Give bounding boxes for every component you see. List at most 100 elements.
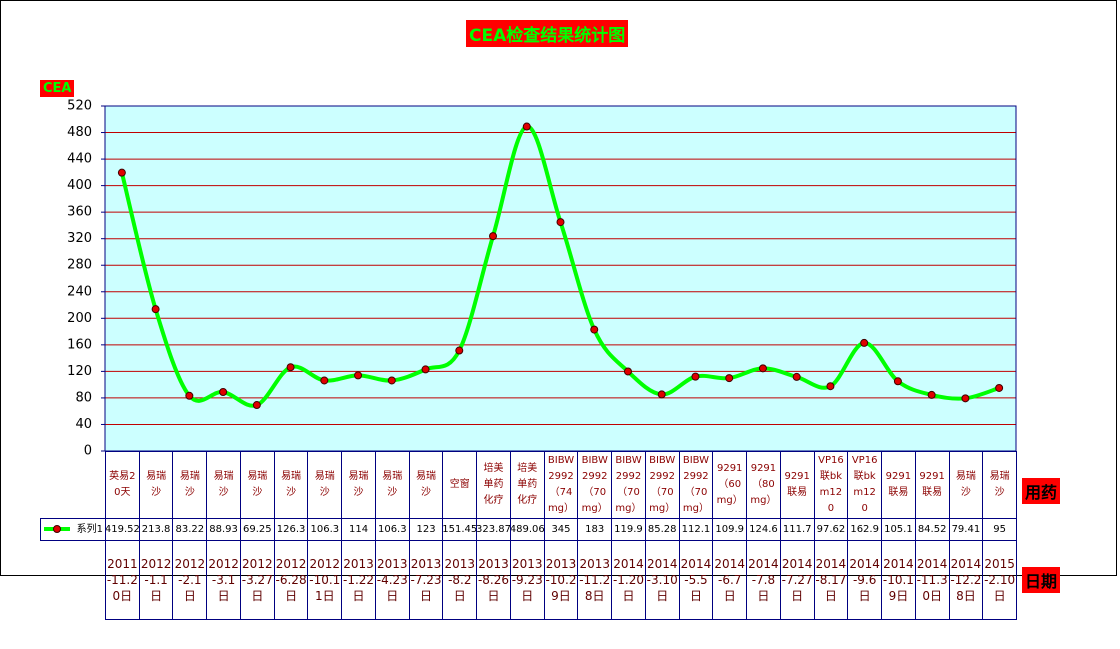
data-point [387, 376, 396, 385]
date-cell: 2013-8.26日 [476, 540, 511, 620]
data-point [522, 122, 531, 131]
category-cell: 易瑞沙 [408, 451, 444, 519]
data-point [354, 371, 363, 380]
data-point [893, 377, 902, 386]
data-point [590, 325, 599, 334]
data-point [623, 367, 632, 376]
category-cell: BIBW2992（70mg） [644, 451, 680, 519]
value-cell: 106.3 [307, 518, 343, 541]
category-cell: 易瑞沙 [273, 451, 309, 519]
value-cell: 119.9 [611, 518, 646, 541]
dates-row-label: 日期 [1022, 567, 1061, 593]
category-cell: 9291联易 [914, 451, 950, 519]
date-cell: 2012-6.28日 [273, 540, 309, 620]
date-cell: 2012-3.27日 [239, 540, 275, 620]
data-point [151, 305, 160, 314]
y-tick-label: 200 [67, 311, 92, 326]
category-cell: 培美单药化疗 [509, 451, 545, 519]
y-tick-label: 240 [67, 284, 92, 299]
chart-title: CEA检查结果统计图 [466, 20, 629, 47]
y-tick-label: 280 [67, 258, 92, 273]
category-cell: 9291联易 [779, 451, 815, 519]
date-cell: 2015-2.10日 [982, 540, 1017, 620]
value-cell: 88.93 [206, 518, 241, 541]
date-cell: 2012-3.1日 [206, 540, 241, 620]
value-cell: 83.22 [172, 518, 208, 541]
date-cell: 2013-1.22日 [341, 540, 376, 620]
category-cell: 易瑞沙 [206, 451, 241, 519]
value-cell: 126.3 [273, 518, 309, 541]
data-point [421, 365, 430, 374]
date-cell: 2014-11.30日 [914, 540, 950, 620]
y-tick-label: 480 [67, 125, 92, 140]
category-cell: 易瑞沙 [239, 451, 275, 519]
value-cell: 489.06 [509, 518, 545, 541]
legend-marker [53, 525, 61, 533]
y-tick-label: 400 [67, 178, 92, 193]
value-cell: 123 [408, 518, 444, 541]
date-cell: 2012-2.1日 [172, 540, 208, 620]
data-point [489, 232, 498, 241]
value-cell: 213.8 [138, 518, 174, 541]
category-cell: 易瑞沙 [982, 451, 1017, 519]
date-cell: 2014-5.5日 [678, 540, 714, 620]
date-cell: 2014-6.7日 [712, 540, 748, 620]
category-cell: 易瑞沙 [172, 451, 208, 519]
date-cell: 2014-3.10日 [644, 540, 680, 620]
value-cell: 95 [982, 518, 1017, 541]
category-cell: VP16联bkm120 [847, 451, 883, 519]
category-cell: 空窗 [442, 451, 478, 519]
date-cell: 2014-9.6日 [847, 540, 883, 620]
value-cell: 109.9 [712, 518, 748, 541]
date-cell: 2011-11.20日 [105, 540, 140, 620]
y-tick-label: 520 [67, 99, 92, 114]
category-cell: BIBW2992（70mg） [611, 451, 646, 519]
date-cell: 2012-10.11日 [307, 540, 343, 620]
category-cell: 易瑞沙 [948, 451, 984, 519]
category-cell: 易瑞沙 [341, 451, 376, 519]
data-point [556, 218, 565, 227]
value-cell: 106.3 [374, 518, 410, 541]
value-cell: 151.45 [442, 518, 478, 541]
y-axis-label: CEA [40, 80, 75, 97]
date-cell: 2014-8.17日 [813, 540, 849, 620]
data-point [758, 364, 767, 373]
value-cell: 97.62 [813, 518, 849, 541]
value-cell: 345 [543, 518, 579, 541]
chart-border [0, 0, 1117, 576]
data-point [657, 390, 666, 399]
date-cell: 2013-8.2日 [442, 540, 478, 620]
y-tick-label: 320 [67, 231, 92, 246]
y-tick-label: 40 [75, 417, 92, 432]
data-point [286, 363, 295, 372]
value-cell: 105.1 [881, 518, 916, 541]
y-tick-label: 440 [67, 152, 92, 167]
category-cell: BIBW2992（74mg） [543, 451, 579, 519]
data-point [860, 338, 869, 347]
category-cell: BIBW2992（70mg） [577, 451, 613, 519]
data-point [252, 401, 261, 410]
value-cell: 111.7 [779, 518, 815, 541]
value-cell: 79.41 [948, 518, 984, 541]
category-cell: 9291（80mg） [746, 451, 781, 519]
data-point [455, 346, 464, 355]
value-cell: 124.6 [746, 518, 781, 541]
data-point [995, 383, 1004, 392]
date-cell: 2013-11.28日 [577, 540, 613, 620]
value-cell: 114 [341, 518, 376, 541]
data-point [927, 390, 936, 399]
legend-cell: 系列1 [40, 518, 106, 541]
data-point [185, 391, 194, 400]
category-cell: VP16联bkm120 [813, 451, 849, 519]
value-cell: 84.52 [914, 518, 950, 541]
y-tick-label: 80 [75, 390, 92, 405]
value-cell: 323.87 [476, 518, 511, 541]
category-cell: BIBW2992（70mg） [678, 451, 714, 519]
y-tick-label: 360 [67, 205, 92, 220]
date-cell: 2014-10.19日 [881, 540, 916, 620]
data-point [725, 374, 734, 383]
category-cell: 英易20天 [105, 451, 140, 519]
data-point [117, 168, 126, 177]
